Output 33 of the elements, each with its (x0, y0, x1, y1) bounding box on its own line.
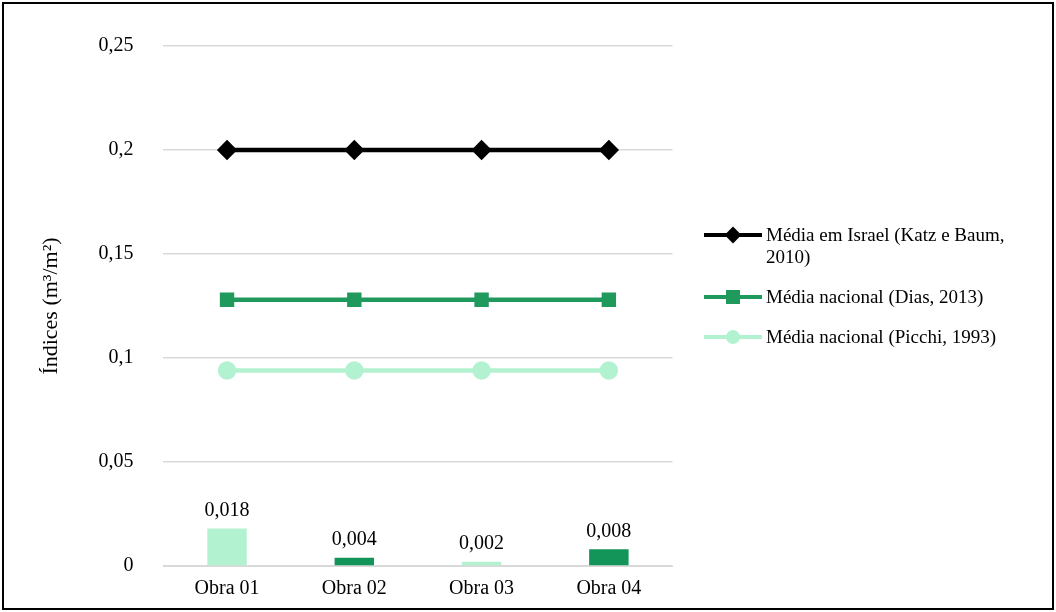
x-tick-label: Obra 04 (576, 576, 642, 599)
point (217, 361, 237, 380)
data-label: 0,002 (459, 531, 505, 554)
y-tick-label: 0,25 (98, 33, 134, 56)
data-label: 0,018 (204, 497, 250, 520)
legend-label: Média em Israel (Katz e Baum, 2010) (766, 224, 1006, 268)
point (599, 361, 619, 380)
point (217, 140, 237, 160)
point (601, 292, 617, 307)
point (345, 140, 364, 160)
point (472, 140, 491, 160)
point (474, 292, 489, 307)
y-axis-title: Índices (m³/m²) (36, 237, 62, 375)
y-tick-label: 0,05 (98, 449, 134, 472)
y-tick-label: 0,2 (108, 137, 134, 160)
data-label: 0,004 (331, 526, 377, 549)
point (347, 292, 362, 307)
y-tick-label: 0,15 (98, 241, 134, 264)
point (599, 140, 619, 160)
bar (334, 557, 375, 566)
legend-label: Média nacional (Picchi, 1993) (766, 326, 997, 348)
y-tick-label: 0,1 (108, 345, 134, 368)
x-tick-label: Obra 02 (321, 576, 387, 599)
data-label: 0,008 (586, 518, 632, 541)
y-tick-label: 0 (123, 553, 134, 576)
x-tick-label: Obra 03 (449, 576, 515, 599)
bar (207, 528, 247, 566)
legend-label: Média nacional (Dias, 2013) (766, 286, 984, 308)
point (345, 361, 364, 380)
point (472, 361, 491, 380)
point (219, 292, 235, 307)
bar (589, 549, 629, 566)
x-tick-label: Obra 01 (194, 576, 260, 599)
